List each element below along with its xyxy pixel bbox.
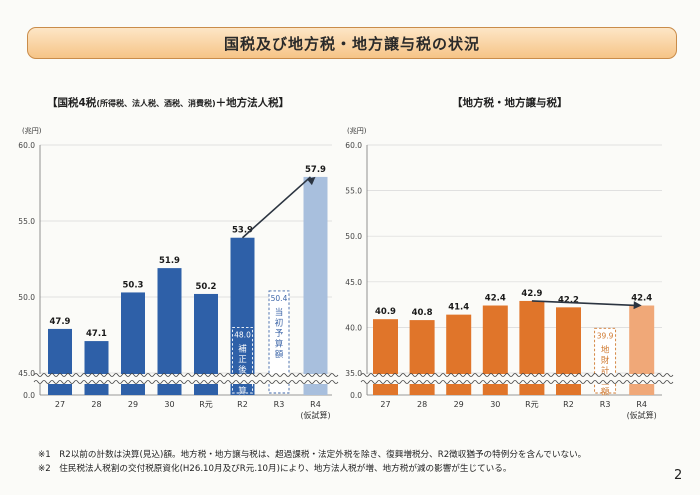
left-x-tick-label: R2 xyxy=(237,400,248,409)
right-x-tick-label: 28 xyxy=(417,400,427,409)
footnote-1: ※1 R2以前の計数は決算(見込)額。地方税・地方譲与税は、超過課税・法定外税を… xyxy=(38,450,587,460)
right-y-unit-label: (兆円) xyxy=(347,126,367,135)
right-x-tick-label: R3 xyxy=(600,400,611,409)
right-value-label-R2: 42.2 xyxy=(558,295,579,305)
left-y-tick-label: 0.0 xyxy=(23,391,35,400)
page-number: 2 xyxy=(674,468,683,483)
left-value-label-R元: 50.2 xyxy=(196,282,217,292)
left-axis-break-line xyxy=(33,373,339,377)
page-title: 国税及び地方税・地方譲与税の状況 xyxy=(223,34,480,53)
right-y-tick-label: 40.0 xyxy=(345,323,362,332)
right-x-tick-label: 29 xyxy=(454,400,464,409)
right-overlay-note-R3: 地財計画額 xyxy=(601,344,610,397)
left-overlay-box-R3 xyxy=(268,290,290,394)
right-value-label-30: 42.4 xyxy=(485,294,506,304)
left-y-tick-label: 60.0 xyxy=(18,141,35,150)
left-overlay-value-R2: 48.0 xyxy=(234,330,251,339)
right-value-label-27: 40.9 xyxy=(375,307,396,317)
left-trend-arrow-line xyxy=(241,176,312,239)
left-axis-break-band xyxy=(34,374,336,384)
left-x-tick-label: 30 xyxy=(164,400,174,409)
right-y-tick-label: 45.0 xyxy=(345,278,362,287)
left-bar-30 xyxy=(157,268,182,395)
left-x-tick-sublabel: (仮試算) xyxy=(300,410,330,420)
header-banner: 国税及び地方税・地方譲与税の状況 xyxy=(27,27,677,59)
left-bar-R4 xyxy=(303,176,328,395)
left-bar-27 xyxy=(48,328,72,395)
right-y-tick-label: 50.0 xyxy=(345,232,362,241)
footnote-2: ※2 住民税法人税割の交付税原資化(H26.10月及びR元.10月)により、地方… xyxy=(38,464,512,474)
left-overlay-value-R3: 50.4 xyxy=(271,294,288,303)
right-axis-break-line xyxy=(360,373,674,377)
left-chart-title-tail: ＋地方法人税】 xyxy=(215,97,290,109)
right-y-tick-label: 0.0 xyxy=(350,391,362,400)
right-axis-break-band xyxy=(361,374,666,384)
right-y-tick-label: 60.0 xyxy=(345,141,362,150)
right-value-label-R4: 42.4 xyxy=(631,294,652,304)
left-bar-28 xyxy=(84,341,109,395)
right-x-tick-sublabel: (仮試算) xyxy=(627,410,657,420)
left-overlay-box-R2 xyxy=(232,326,253,394)
right-y-tick-label: 35.0 xyxy=(345,369,362,378)
left-value-label-R4: 57.9 xyxy=(305,165,326,175)
right-value-label-29: 41.4 xyxy=(448,303,469,313)
left-y-tick-label: 55.0 xyxy=(18,217,35,226)
right-x-tick-label: 30 xyxy=(490,400,500,409)
right-chart-title: 【地方税・地方譲与税】 xyxy=(452,97,568,109)
left-y-tick-label: 45.0 xyxy=(18,369,35,378)
left-axis-break-line xyxy=(33,380,339,384)
left-value-label-27: 47.9 xyxy=(50,317,71,327)
right-y-tick-label: 55.0 xyxy=(345,187,362,196)
left-value-label-30: 51.9 xyxy=(159,256,180,266)
right-x-tick-label: R2 xyxy=(563,400,574,409)
right-x-tick-label: R4 xyxy=(636,400,647,409)
left-x-tick-label: 28 xyxy=(91,400,101,409)
left-y-tick-label: 50.0 xyxy=(18,293,35,302)
left-x-tick-label: R3 xyxy=(274,400,285,409)
left-chart-title: 【国税4税(所得税、法人税、酒税、消費税)＋地方法人税】 xyxy=(47,95,289,110)
left-value-label-R2: 53.9 xyxy=(232,226,253,236)
left-y-unit-label: (兆円) xyxy=(22,126,42,135)
left-x-tick-label: 27 xyxy=(55,400,65,409)
left-bar-R2 xyxy=(230,237,255,395)
left-x-tick-label: R元 xyxy=(199,400,213,409)
right-value-label-R元: 42.9 xyxy=(521,289,542,299)
right-overlay-value-R3: 39.9 xyxy=(597,331,614,340)
right-axis-break-line xyxy=(360,380,674,384)
right-trend-arrow-line xyxy=(531,300,637,307)
left-value-label-29: 50.3 xyxy=(123,280,144,290)
left-x-tick-label: R4 xyxy=(310,400,321,409)
right-trend-arrow-head xyxy=(633,301,642,310)
left-value-label-28: 47.1 xyxy=(86,329,107,339)
left-trend-arrow-head xyxy=(306,176,316,186)
left-overlay-note-R3: 当初予算額 xyxy=(275,307,284,360)
left-chart-title-main: 【国税4税 xyxy=(47,97,97,109)
left-x-tick-label: 29 xyxy=(128,400,138,409)
right-value-label-28: 40.8 xyxy=(412,308,433,318)
left-chart-title-detail: (所得税、法人税、酒税、消費税) xyxy=(96,99,216,108)
right-x-tick-label: 27 xyxy=(380,400,390,409)
right-x-tick-label: R元 xyxy=(525,400,539,409)
